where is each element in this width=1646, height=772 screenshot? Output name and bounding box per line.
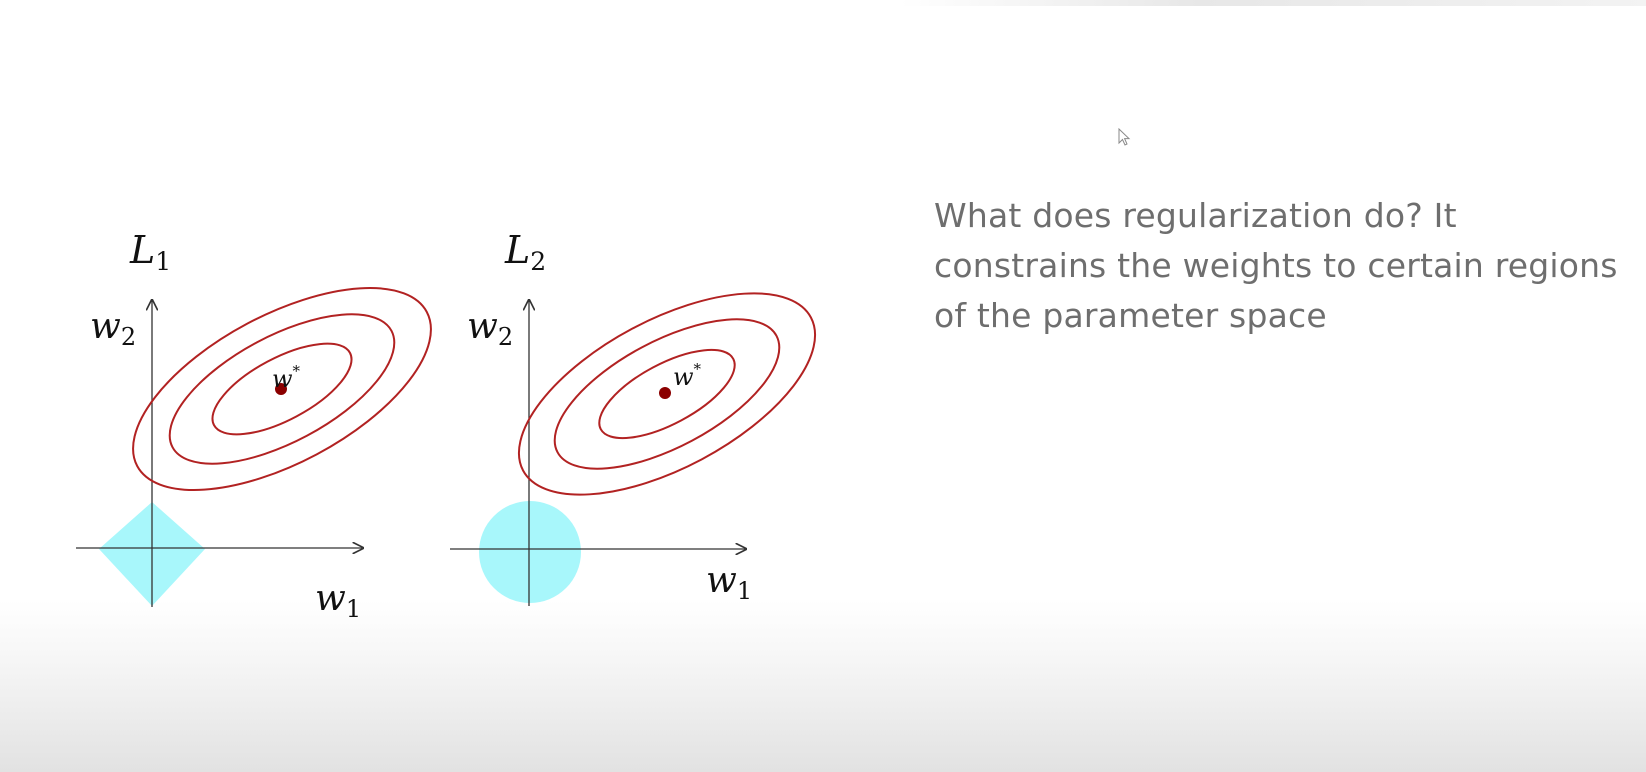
l1-y-axis-label: w2 [90,306,136,351]
l2-loss-contours [517,292,817,496]
regularization-diagram: w* L1 w2 w1 [76,228,817,623]
l2-optimum-point [659,387,671,399]
l2-optimum-label: w* [673,360,702,391]
l2-contour-middle [553,318,781,470]
l1-x-axis-label: w1 [315,578,361,623]
l2-optimum-sup: * [694,360,702,378]
l2-x-axis-label: w1 [706,560,752,605]
top-edge-strip [900,0,1646,6]
mouse-pointer-icon [1118,128,1131,146]
caption-line-3: of the parameter space [934,296,1327,335]
caption-line-2: constrains the weights to certain region… [934,246,1618,285]
l2-title: L2 [504,228,546,276]
l2-contour-inner [598,348,736,440]
l1-loss-contours [132,287,432,491]
l1-optimum-label: w* [272,362,301,393]
l2-contour-outer [517,292,817,496]
l1-contour-outer [132,287,432,491]
l1-contour-middle [168,313,396,465]
l1-optimum-sup: * [293,362,301,380]
l1-optimum-point [275,383,287,395]
l2-y-axis-label: w2 [467,306,513,351]
slide-caption: What does regularization do? It constrai… [934,191,1634,341]
l1-contour-inner [211,342,353,436]
l2-constraint-circle [479,501,581,603]
caption-line-1: What does regularization do? It [934,196,1457,235]
l1-title: L1 [129,228,171,276]
l2-panel: w* L2 w2 w1 [450,228,817,606]
l1-panel: w* L1 w2 w1 [76,228,432,623]
